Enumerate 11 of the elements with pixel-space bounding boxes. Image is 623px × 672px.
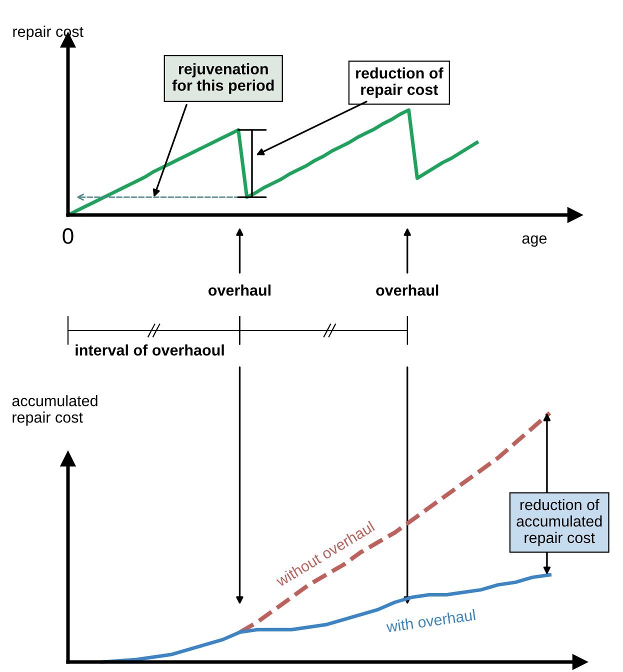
text: rejuvenation for this period	[172, 63, 274, 94]
text: overhaul	[208, 284, 270, 296]
text: interval of overhaoul	[76, 344, 224, 356]
y-axis-title: repair cost	[13, 26, 84, 40]
text: reduction of repair cost	[356, 67, 444, 98]
annotation: reduction of accumulated repair cost	[516, 498, 602, 546]
y-axis-title: accumulated repair cost	[12, 395, 98, 426]
x-axis-title: age	[522, 235, 547, 247]
text: 0	[62, 228, 74, 244]
text: with overhaul	[386, 608, 476, 632]
text: overhaul	[376, 284, 438, 296]
